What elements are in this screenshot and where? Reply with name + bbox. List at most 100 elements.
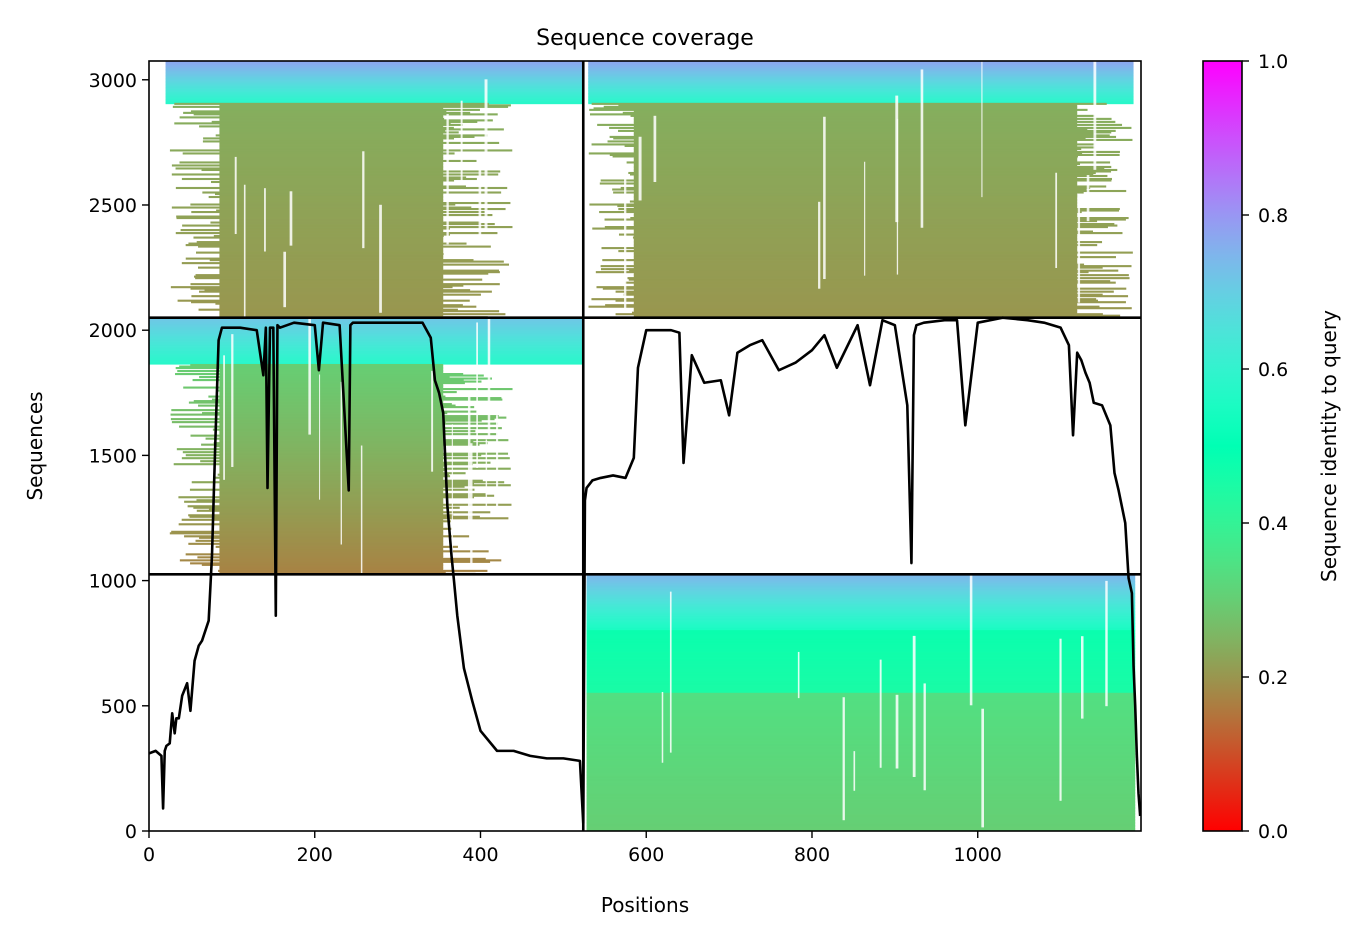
coverage-row-b1-n1 bbox=[633, 223, 1115, 226]
coverage-row-b3-n0 bbox=[586, 579, 1136, 582]
coverage-gap bbox=[920, 69, 924, 228]
coverage-row-b2-n1 bbox=[179, 365, 444, 368]
coverage-row-b0-n1 bbox=[219, 268, 444, 271]
coverage-row-b3-n1 bbox=[586, 642, 1136, 645]
coverage-row-b2-n1 bbox=[219, 487, 444, 490]
coverage-row-b2-n1 bbox=[184, 535, 470, 538]
coverage-row-b3-n2 bbox=[586, 739, 1136, 742]
coverage-row-b2-n1 bbox=[219, 511, 491, 514]
coverage-row-b3-n2 bbox=[586, 824, 1136, 828]
coverage-row-b2-n0 bbox=[149, 341, 584, 344]
coverage-row-b0-n1 bbox=[219, 117, 445, 120]
coverage-row-b1-n1 bbox=[602, 259, 1078, 262]
coverage-row-b2-n1 bbox=[219, 383, 444, 386]
coverage-row-b2-n0 bbox=[149, 342, 584, 346]
coverage-row-b2-n1 bbox=[219, 466, 444, 469]
coverage-row-b0-n1 bbox=[210, 221, 481, 224]
coverage-row-b3-n2 bbox=[586, 820, 1136, 823]
coverage-row-b0-n1 bbox=[219, 150, 444, 153]
coverage-row-b1-n1 bbox=[609, 135, 1117, 138]
coverage-row-b3-n2 bbox=[586, 764, 1136, 767]
coverage-row-b1-n1 bbox=[633, 158, 1078, 161]
coverage-row-b2-n0 bbox=[149, 329, 584, 332]
coverage-row-b1-n1 bbox=[633, 149, 1078, 152]
coverage-row-b2-n0 bbox=[149, 348, 584, 352]
coverage-row-b1-n1 bbox=[628, 278, 1078, 281]
coverage-gap bbox=[981, 708, 984, 828]
coverage-row-b2-n1 bbox=[219, 436, 444, 439]
coverage-row-b3-n2 bbox=[586, 718, 1136, 721]
coverage-row-b0-n1 bbox=[195, 277, 444, 280]
coverage-row-b0-n1 bbox=[219, 227, 450, 230]
coverage-row-b1-n0 bbox=[588, 66, 1134, 69]
coverage-row-b2-n1 bbox=[208, 508, 444, 511]
coverage-row-b2-n1 bbox=[213, 442, 488, 445]
coverage-row-b3-n1 bbox=[586, 666, 1136, 669]
coverage-row-b1-n1 bbox=[633, 253, 1078, 256]
coverage-row-b0-n1 bbox=[219, 269, 500, 272]
coverage-row-b0-n0 bbox=[165, 87, 584, 90]
coverage-row-b3-n1 bbox=[586, 679, 1136, 682]
coverage-row-b3-n1 bbox=[586, 651, 1136, 654]
coverage-row-b0-n1 bbox=[219, 129, 446, 132]
coverage-row-b3-n1 bbox=[586, 649, 1136, 652]
coverage-row-b3-n2 bbox=[586, 797, 1136, 801]
coverage-row-b1-n1 bbox=[633, 224, 1118, 227]
coverage-row-b0-n0 bbox=[165, 84, 584, 87]
coverage-row-b2-n1 bbox=[188, 401, 444, 404]
coverage-row-b2-n1 bbox=[188, 514, 454, 517]
coverage-row-b3-n2 bbox=[586, 754, 1136, 757]
coverage-row-b0-n1 bbox=[219, 171, 444, 175]
coverage-row-b2-n0 bbox=[149, 357, 584, 361]
coverage-row-b0-n0 bbox=[165, 93, 584, 96]
coverage-gap bbox=[823, 116, 826, 280]
coverage-row-b1-n1 bbox=[633, 301, 1126, 304]
coverage-row-b2-n1 bbox=[201, 563, 444, 566]
coverage-row-b1-n1 bbox=[633, 189, 1127, 193]
coverage-row-b3-n2 bbox=[586, 758, 1136, 761]
coverage-row-b2-n1 bbox=[214, 476, 444, 479]
coverage-row-b3-n2 bbox=[586, 755, 1136, 758]
coverage-row-b0-n0 bbox=[165, 75, 584, 78]
coverage-row-b3-n2 bbox=[586, 742, 1136, 745]
coverage-row-b1-n0 bbox=[588, 87, 1134, 90]
y-axis-label: Sequences bbox=[23, 391, 47, 500]
coverage-row-b2-n1 bbox=[189, 515, 480, 518]
coverage-row-b1-n0 bbox=[588, 69, 1134, 72]
coverage-row-b3-n1 bbox=[586, 633, 1136, 636]
coverage-row-b2-n1 bbox=[219, 374, 484, 377]
coverage-row-b2-n1 bbox=[219, 478, 444, 481]
coverage-row-b2-n1 bbox=[219, 571, 446, 574]
coverage-row-b0-n1 bbox=[219, 226, 513, 229]
coverage-row-b1-n1 bbox=[624, 144, 1078, 147]
coverage-gap bbox=[512, 127, 515, 285]
coverage-row-b2-n1 bbox=[170, 418, 495, 421]
coverage-row-b0-n1 bbox=[190, 283, 500, 286]
coverage-row-b0-n1 bbox=[219, 304, 463, 307]
coverage-row-b2-n1 bbox=[171, 409, 444, 412]
coverage-row-b1-n1 bbox=[613, 137, 1086, 140]
coverage-row-b0-n1 bbox=[171, 164, 444, 167]
coverage-row-b1-n0 bbox=[588, 67, 1134, 70]
coverage-row-b2-n1 bbox=[219, 410, 477, 413]
coverage-row-b2-n1 bbox=[185, 553, 444, 556]
y-tick-label: 0 bbox=[125, 821, 137, 843]
coverage-row-b1-n1 bbox=[633, 232, 1123, 235]
coverage-row-b2-n1 bbox=[219, 493, 486, 496]
coverage-row-b3-n2 bbox=[586, 719, 1136, 722]
coverage-row-b2-n1 bbox=[219, 479, 483, 482]
coverage-row-b3-n2 bbox=[586, 821, 1136, 825]
coverage-row-b0-n1 bbox=[219, 253, 444, 256]
coverage-row-b1-n1 bbox=[612, 188, 1087, 191]
coverage-row-b0-n1 bbox=[219, 311, 444, 314]
coverage-row-b0-n1 bbox=[180, 229, 444, 232]
coverage-row-b2-n1 bbox=[219, 527, 452, 530]
coverage-gap bbox=[446, 113, 449, 245]
coverage-row-b1-n1 bbox=[633, 215, 1078, 218]
colorbar-tick-label: 0.6 bbox=[1258, 359, 1288, 381]
coverage-row-b1-n0 bbox=[588, 76, 1134, 79]
coverage-gap bbox=[360, 445, 363, 575]
coverage-row-b3-n1 bbox=[586, 663, 1136, 666]
coverage-row-b1-n1 bbox=[633, 235, 1078, 238]
coverage-row-b0-n1 bbox=[219, 239, 444, 242]
